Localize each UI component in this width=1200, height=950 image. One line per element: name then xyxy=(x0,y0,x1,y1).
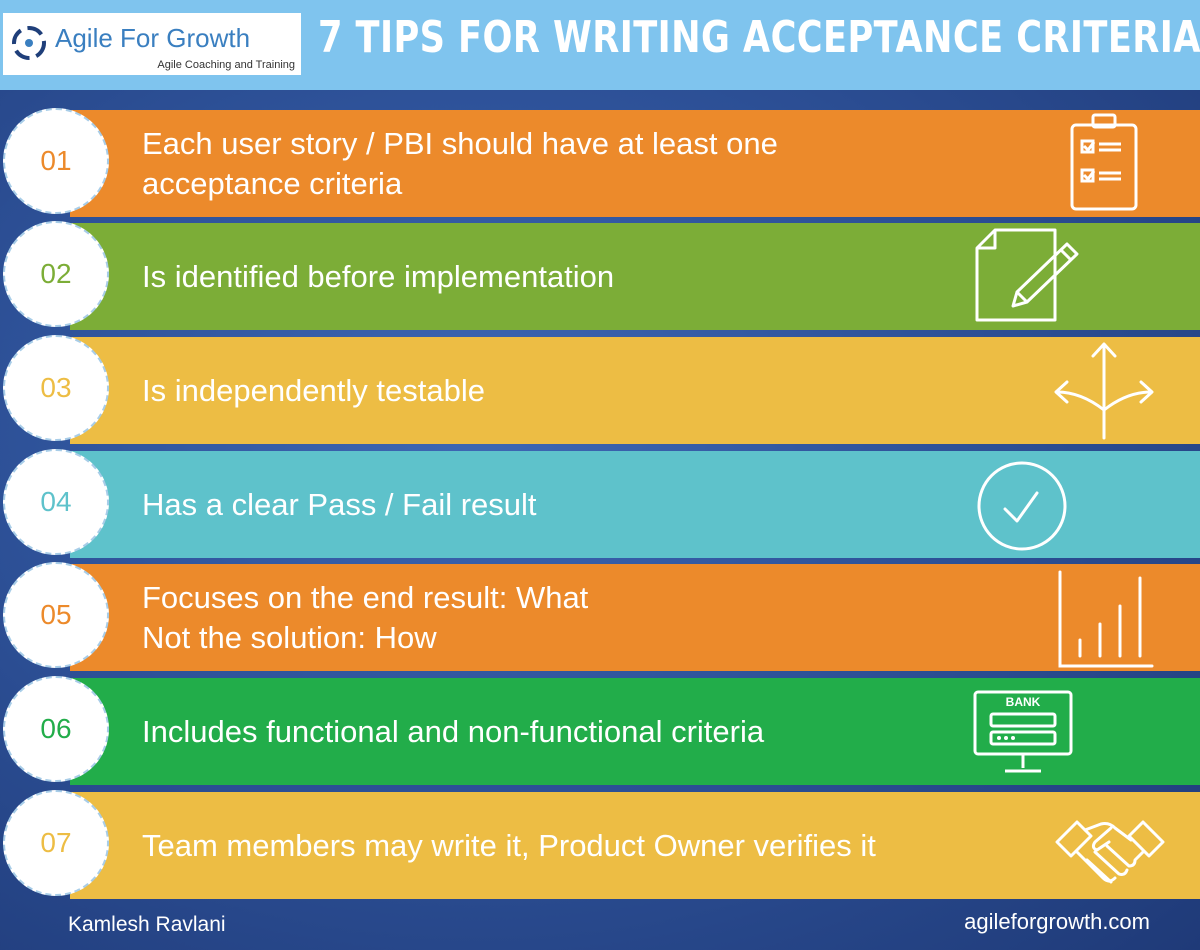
logo-name: Agile For Growth xyxy=(55,23,251,53)
tip-text-line: acceptance criteria xyxy=(142,165,403,201)
handshake-icon xyxy=(1055,820,1165,884)
tip-row-6: Includes functional and non-functional c… xyxy=(70,678,1200,785)
tip-row-5: Focuses on the end result: What Not the … xyxy=(70,564,1200,671)
tip-number-6: 06 xyxy=(3,676,109,782)
tip-text: Team members may write it, Product Owner… xyxy=(142,792,962,899)
tip-text-line: Team members may write it, Product Owner… xyxy=(142,827,876,863)
header-bar: Agile For Growth Agile Coaching and Trai… xyxy=(0,0,1200,90)
logo-tagline: Agile Coaching and Training xyxy=(157,59,295,71)
tip-row-1: Each user story / PBI should have at lea… xyxy=(70,110,1200,217)
document-pencil-icon xyxy=(975,228,1079,322)
logo-mark-icon xyxy=(12,26,46,60)
website-link[interactable]: agileforgrowth.com xyxy=(964,909,1150,934)
tip-number-1: 01 xyxy=(3,108,109,214)
page-title: 7 TIPS FOR WRITING ACCEPTANCE CRITERIA xyxy=(318,12,1200,63)
tip-row-7: Team members may write it, Product Owner… xyxy=(70,792,1200,899)
logo[interactable]: Agile For Growth Agile Coaching and Trai… xyxy=(3,13,301,75)
tip-text: Has a clear Pass / Fail result xyxy=(142,451,962,558)
tip-row-2: Is identified before implementation xyxy=(70,223,1200,330)
tip-text-line: Includes functional and non-functional c… xyxy=(142,713,765,749)
clipboard-checklist-icon xyxy=(1070,113,1138,211)
tip-number-4: 04 xyxy=(3,449,109,555)
tip-text: Each user story / PBI should have at lea… xyxy=(142,110,962,217)
tip-text: Focuses on the end result: What Not the … xyxy=(142,564,962,671)
tip-number-2: 02 xyxy=(3,221,109,327)
tip-number-7: 07 xyxy=(3,790,109,896)
tip-text-line: Is independently testable xyxy=(142,372,485,408)
arrows-split-icon xyxy=(1054,342,1154,440)
tip-number-5: 05 xyxy=(3,562,109,668)
tip-text-line: Each user story / PBI should have at lea… xyxy=(142,125,778,161)
tip-text-line: Not the solution: How xyxy=(142,619,437,655)
tip-text: Includes functional and non-functional c… xyxy=(142,678,962,785)
bar-chart-icon xyxy=(1058,570,1154,668)
bank-label: BANK xyxy=(1006,695,1041,709)
tip-text-line: Focuses on the end result: What xyxy=(142,579,589,615)
tip-text-line: Is identified before implementation xyxy=(142,258,615,294)
tip-text: Is independently testable xyxy=(142,337,962,444)
bank-monitor-icon: BANK xyxy=(973,690,1073,773)
tip-text-line: Has a clear Pass / Fail result xyxy=(142,486,537,522)
circle-check-icon xyxy=(977,461,1067,551)
tip-row-4: Has a clear Pass / Fail result xyxy=(70,451,1200,558)
author-name: Kamlesh Ravlani xyxy=(68,913,226,936)
tip-number-3: 03 xyxy=(3,335,109,441)
tip-row-3: Is independently testable xyxy=(70,337,1200,444)
tip-text: Is identified before implementation xyxy=(142,223,962,330)
